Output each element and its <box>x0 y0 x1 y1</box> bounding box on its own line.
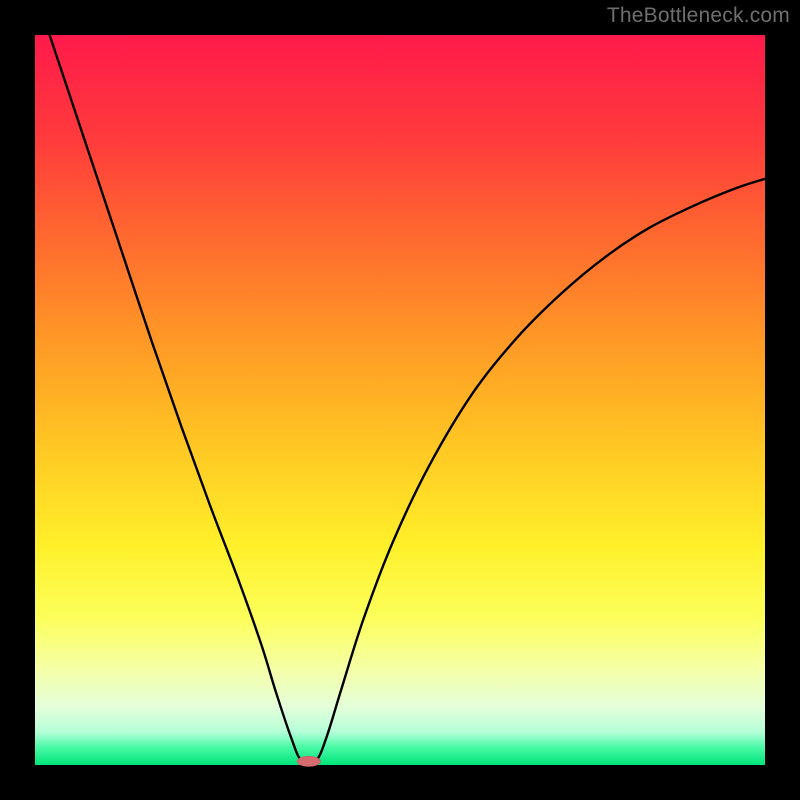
minimum-marker <box>297 756 320 766</box>
watermark-text: TheBottleneck.com <box>607 4 790 28</box>
image-root: TheBottleneck.com <box>0 0 800 800</box>
gradient-background <box>35 35 765 765</box>
bottleneck-chart <box>0 0 800 800</box>
